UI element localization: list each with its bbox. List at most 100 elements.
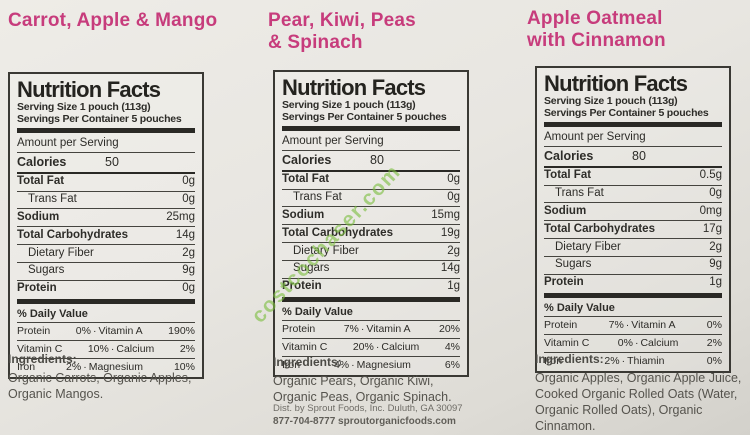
calories-row: Calories 50 (17, 153, 195, 174)
dv-right-value: 2% (706, 336, 722, 349)
nutrient-row: Protein 0g (17, 281, 195, 298)
dv-right-value: 20% (438, 323, 460, 336)
dv-left-name: Iron (544, 354, 563, 367)
serving-size-text: Serving Size 1 pouch (113g) (282, 99, 416, 112)
dv-right-value: 10% (173, 360, 195, 373)
dv-right-name: Magnesium (88, 360, 144, 373)
distributor-line: Dist. by Sprout Foods, Inc. Duluth, GA 3… (273, 403, 463, 414)
nutrient-row: Sugars 9g (544, 257, 722, 275)
product-panel: Carrot, Apple & Mango Nutrition Facts Se… (8, 0, 223, 435)
nutrient-value: 15mg (431, 208, 460, 221)
product-panel: Apple Oatmeal with Cinnamon Nutrition Fac… (527, 0, 742, 435)
nutrient-row: Sodium 15mg (282, 207, 460, 226)
dv-right-name: Vitamin A (631, 319, 676, 332)
nutrient-row: Sugars 14g (282, 261, 460, 279)
dv-right-name: Vitamin A (98, 325, 143, 338)
product-title-line: with Cinnamon (527, 29, 666, 51)
thick-divider (544, 293, 722, 299)
ingredients-text: Organic Carrots, Organic Apples, Organic… (8, 371, 192, 401)
nutrient-value: 2g (447, 244, 460, 257)
nutrient-name: Sodium (282, 208, 325, 221)
nutrient-name: Protein (282, 280, 322, 293)
product-title-line: Apple Oatmeal (527, 8, 663, 29)
nutrient-value: 0g (182, 282, 195, 295)
dv-separator: · (360, 323, 365, 336)
distributor-info: Dist. by Sprout Foods, Inc. Duluth, GA 3… (273, 402, 463, 429)
nutrient-row: Dietary Fiber 2g (17, 245, 195, 263)
nutrient-row: Sugars 9g (17, 263, 195, 281)
nutrition-facts-heading: Nutrition Facts (544, 71, 688, 96)
serving-size-text: Serving Size 1 pouch (113g) (544, 95, 678, 108)
ingredients-text: Organic Pears, Organic Kiwi, Organic Pea… (273, 374, 452, 404)
daily-value-row: Protein 7% · Vitamin A 20% (282, 321, 460, 339)
nutrient-rows: Total Fat 0g Trans Fat 0g Sodium 15mg Total Ca… (282, 172, 460, 296)
dv-left-name: Vitamin C (282, 340, 328, 353)
dv-left-name: Protein (544, 319, 578, 332)
calories-label: Calories (282, 152, 332, 167)
amount-per-serving-text: Amount per Serving (282, 133, 460, 151)
nutrient-value: 2g (182, 246, 195, 259)
ingredients-text: Organic Apples, Organic Apple Juice, Coo… (535, 371, 742, 433)
distributor-line: 877-704-8777 sproutorganicfoods.com (273, 416, 456, 428)
thick-divider (544, 121, 722, 127)
nutrient-name: Total Carbohydrates (544, 222, 655, 235)
nutrient-name: Total Carbohydrates (282, 226, 393, 239)
nutrient-name: Total Fat (282, 173, 330, 186)
nutrition-facts-heading: Nutrition Facts (17, 77, 161, 102)
ingredients-heading: Ingredients: (273, 355, 342, 369)
dv-left-name: Protein (17, 325, 51, 338)
nutrient-name: Sugars (28, 264, 65, 277)
nutrient-row: Trans Fat 0g (544, 186, 722, 204)
dv-right-name: Calcium (640, 336, 679, 349)
dv-left-name: Iron (282, 358, 301, 371)
daily-value-rows: Protein 7% · Vitamin A 0% Vitamin C 0% · Calcium… (544, 317, 722, 369)
dv-right-name: Magnesium (356, 358, 411, 371)
nutrition-facts-box: Nutrition Facts Serving Size 1 pouch (11… (8, 72, 204, 380)
calories-value: 80 (370, 152, 384, 167)
nutrient-row: Sodium 0mg (544, 203, 722, 222)
daily-value-heading: % Daily Value (544, 300, 722, 318)
dv-right-name: Thiamin (627, 354, 665, 367)
nutrient-value: 19g (440, 226, 460, 239)
nutrient-value: 0g (182, 175, 195, 188)
nutrient-value: 0g (447, 191, 460, 204)
product-title: Apple Oatmeal with Cinnamon (527, 8, 666, 51)
thick-divider (282, 297, 460, 303)
amount-per-serving-text: Amount per Serving (17, 135, 195, 153)
calories-row: Calories 80 (282, 151, 460, 172)
nutrient-value: 0g (182, 193, 195, 206)
nutrition-facts-heading: Nutrition Facts (282, 75, 426, 100)
nutrient-value: 17g (702, 222, 722, 235)
nutrient-row: Total Carbohydrates 19g (282, 225, 460, 244)
daily-value-row: Protein 0% · Vitamin A 190% (17, 323, 195, 341)
dv-left-value: 4% (333, 358, 350, 371)
nutrient-name: Protein (544, 276, 584, 289)
dv-left-value: 2% (604, 354, 620, 367)
dv-left-value: 2% (66, 360, 82, 373)
dv-right-name: Calcium (116, 342, 155, 355)
nutrition-facts-box: Nutrition Facts Serving Size 1 pouch (11… (535, 66, 731, 374)
dv-right-value: 6% (444, 358, 460, 371)
serving-size-text: Serving Size 1 pouch (113g) (17, 101, 151, 114)
thick-divider (282, 125, 460, 131)
nutrient-rows: Total Fat 0.5g Trans Fat 0g Sodium 0mg Total C… (544, 168, 722, 292)
dv-right-value: 0% (706, 319, 722, 332)
dv-left-value: 0% (75, 325, 91, 338)
nutrient-name: Dietary Fiber (555, 240, 621, 253)
dv-left-value: 7% (608, 319, 624, 332)
nutrient-name: Sodium (544, 204, 587, 217)
nutrient-value: 0g (447, 173, 460, 186)
nutrient-value: 2g (709, 240, 722, 253)
nutrient-row: Total Carbohydrates 17g (544, 221, 722, 240)
nutrient-row: Total Fat 0g (17, 174, 195, 192)
nutrient-name: Dietary Fiber (28, 246, 94, 259)
nutrient-row: Trans Fat 0g (17, 192, 195, 210)
product-title-line: Pear, Kiwi, Peas (268, 10, 416, 31)
nutrient-row: Dietary Fiber 2g (282, 243, 460, 261)
daily-value-row: Iron 2% · Magnesium 10% (17, 359, 195, 376)
product-panel: Pear, Kiwi, Peas & Spinach Nutrition Fact… (268, 0, 483, 435)
daily-value-heading: % Daily Value (282, 304, 460, 322)
nutrient-row: Total Carbohydrates 14g (17, 227, 195, 246)
nutrient-value: 0mg (699, 204, 722, 217)
